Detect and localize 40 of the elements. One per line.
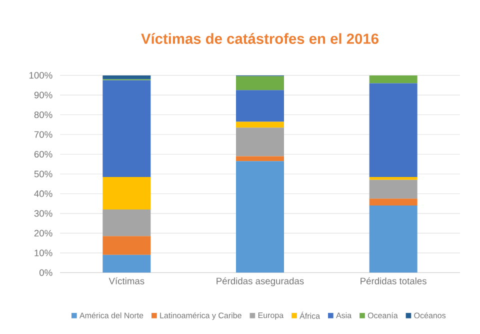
legend-label: África — [300, 312, 320, 319]
y-tick-label: 40% — [34, 190, 52, 198]
bar — [369, 83, 418, 177]
bar — [369, 75, 418, 84]
y-tick-label: 70% — [34, 131, 52, 138]
legend-label: Oceanía — [368, 312, 398, 318]
y-tick-label: 10% — [34, 250, 52, 256]
y-tick-label: 80% — [34, 112, 52, 118]
chart-title: Víctimas de catástrofes en el 2016 — [141, 33, 378, 44]
bar — [236, 161, 284, 273]
bar — [369, 198, 418, 206]
legend-label: América del Norte — [80, 312, 144, 318]
bar — [102, 236, 151, 255]
y-tick-label: 30% — [34, 210, 52, 217]
legend-label: Latinoamérica y Caribe — [160, 312, 242, 320]
bar — [369, 180, 418, 199]
bar — [236, 128, 284, 156]
y-tick-label: 60% — [34, 150, 52, 158]
bar — [236, 90, 284, 122]
x-tick-label: Pérdidas totales — [360, 277, 426, 284]
bar — [102, 75, 151, 80]
bar — [369, 206, 418, 273]
y-tick-label: 20% — [34, 230, 52, 236]
legend-label: Océanos — [414, 312, 446, 318]
y-tick-label: 90% — [34, 92, 52, 98]
bar — [236, 156, 284, 162]
y-tick-label: 50% — [34, 170, 52, 178]
bar — [102, 80, 151, 177]
bar — [102, 254, 151, 273]
legend-label: Asia — [336, 312, 352, 318]
y-tick-label: 0% — [39, 269, 52, 276]
bar — [369, 176, 418, 180]
x-tick-label: Víctimas — [108, 277, 144, 284]
y-tick-label: 100% — [29, 72, 52, 79]
bar — [102, 210, 151, 236]
x-tick-label: Pérdidas aseguradas — [216, 277, 304, 286]
legend-label: Europa — [258, 312, 284, 320]
bar — [236, 76, 284, 90]
bar — [102, 176, 151, 210]
bar — [236, 122, 284, 128]
